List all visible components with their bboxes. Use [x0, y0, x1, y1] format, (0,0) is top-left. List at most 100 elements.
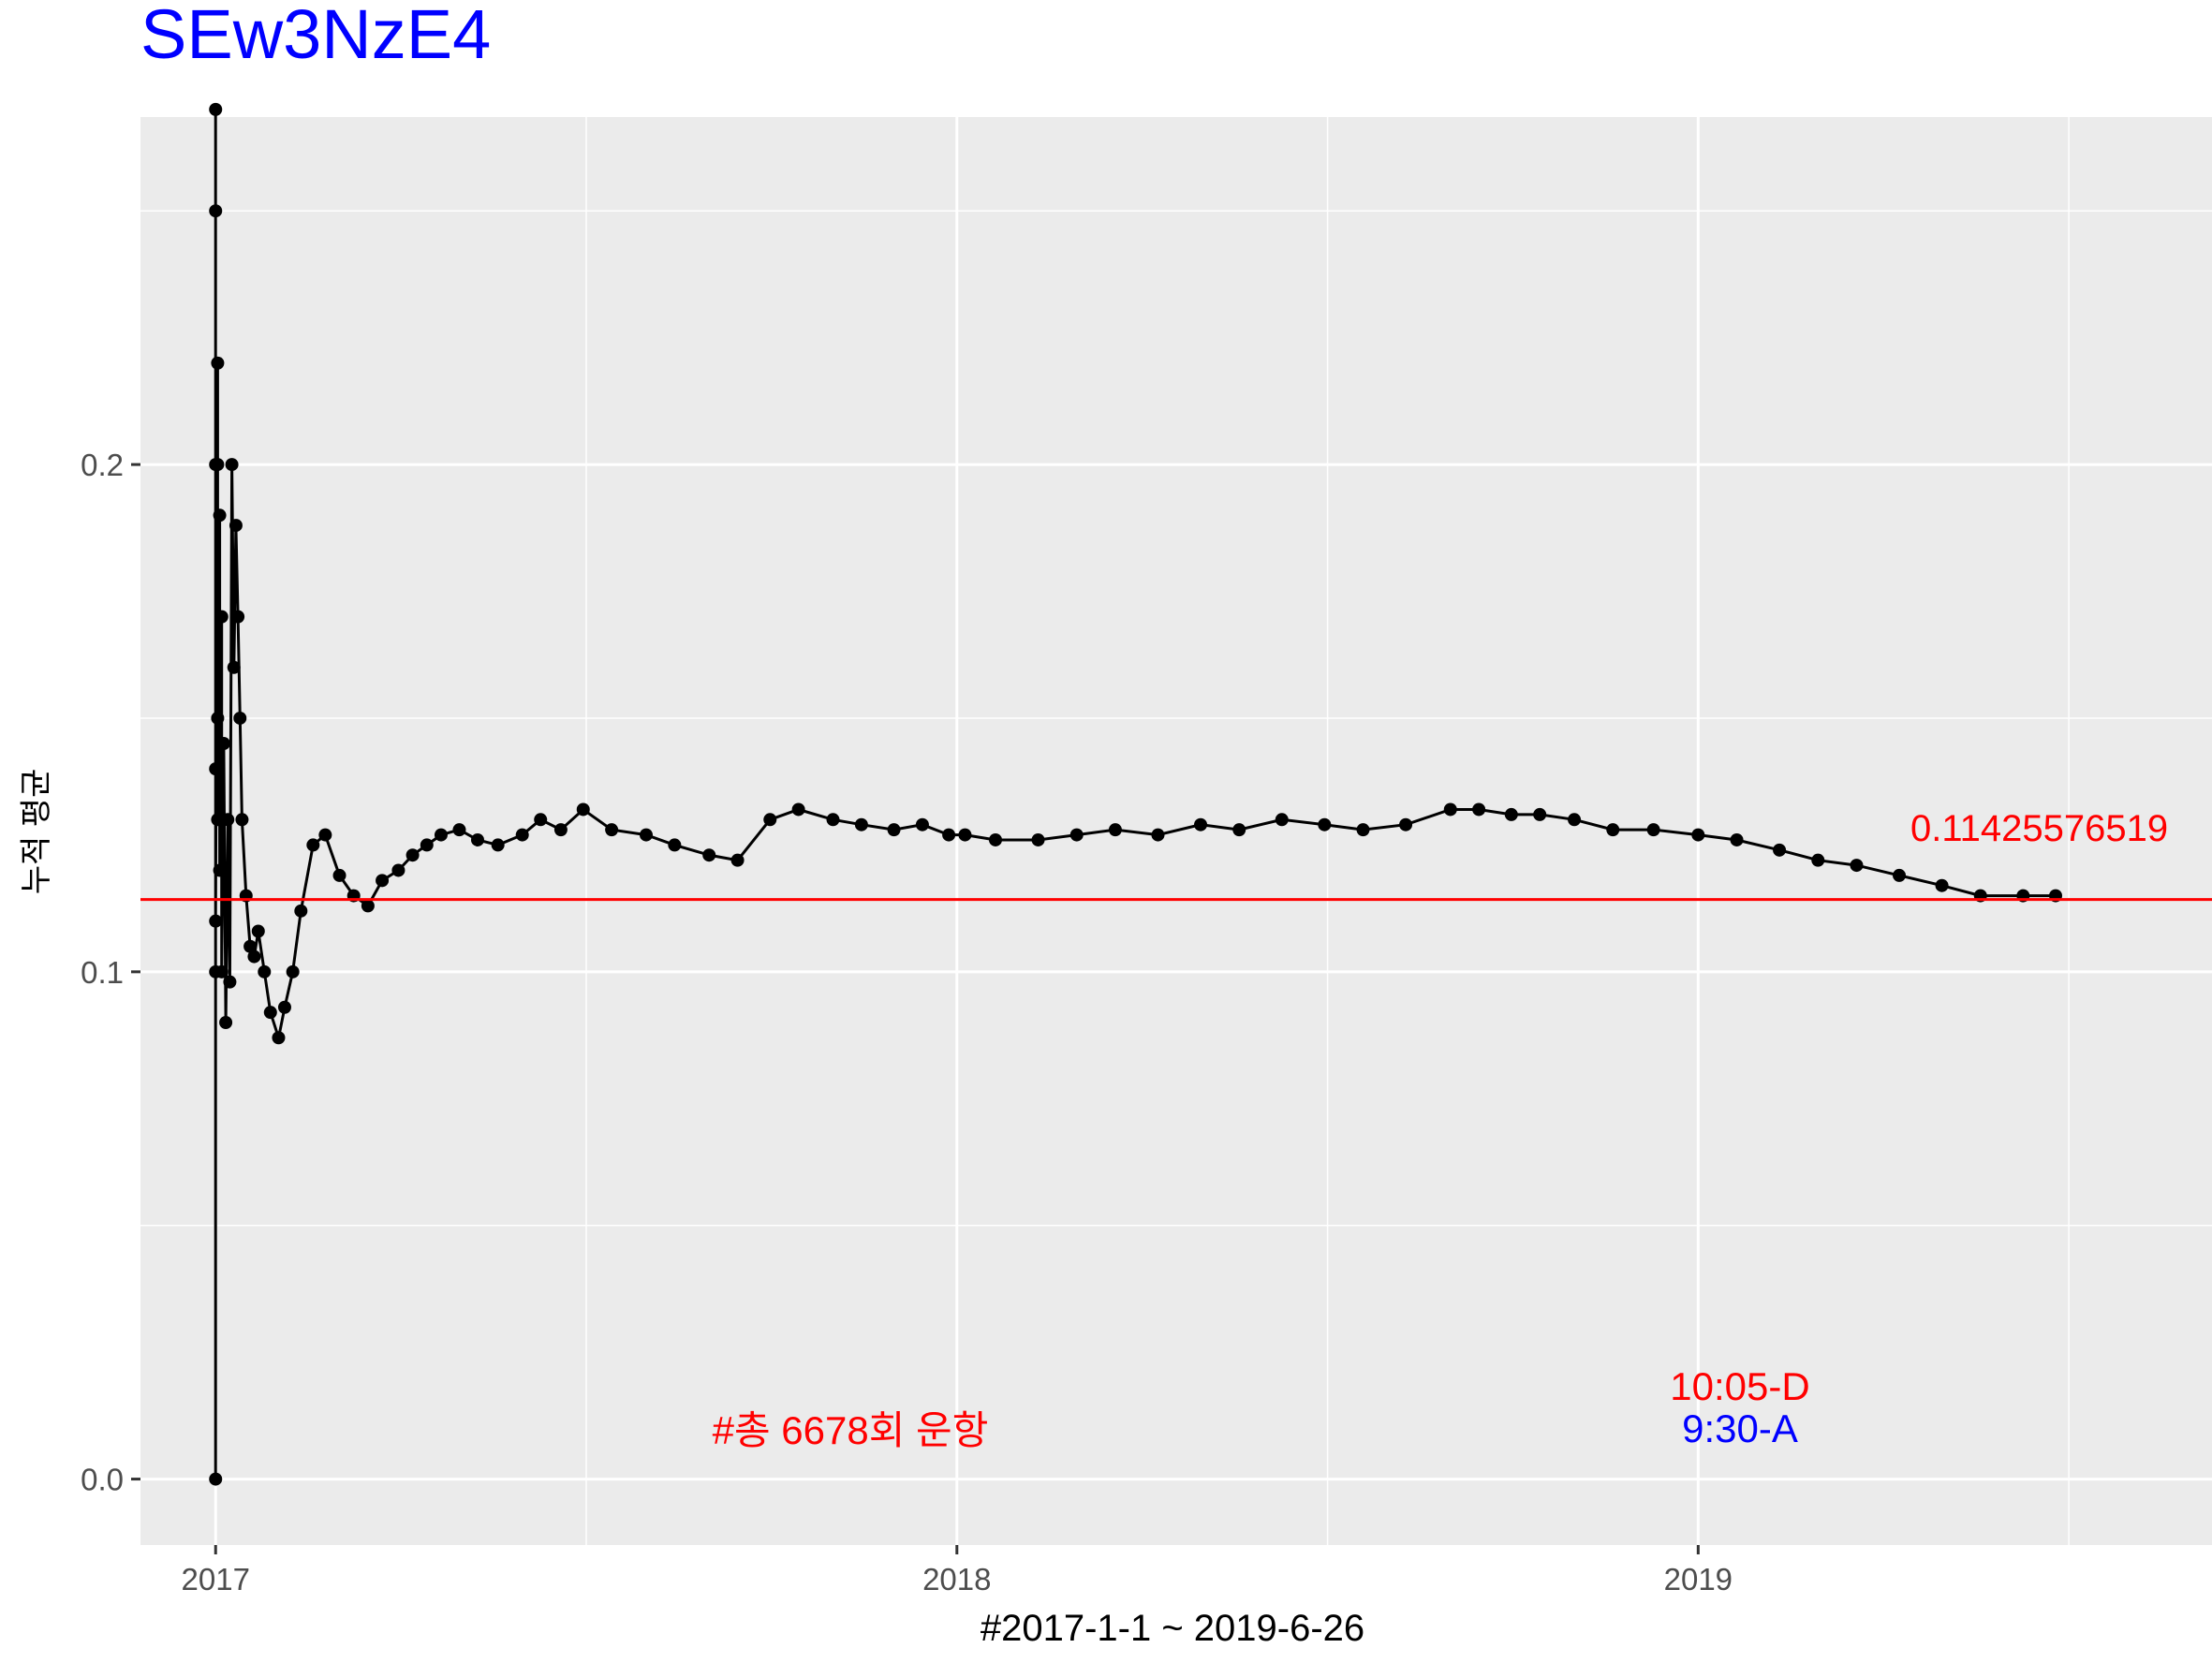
x-tick-label: 2018 — [922, 1562, 991, 1597]
data-point — [235, 813, 249, 827]
data-point — [470, 832, 484, 846]
data-point — [318, 828, 332, 842]
data-point — [247, 949, 261, 964]
series-points — [209, 102, 2063, 1486]
data-point — [1194, 817, 1208, 832]
data-point — [1275, 813, 1289, 827]
x-tick-label: 2017 — [182, 1562, 250, 1597]
data-point — [534, 813, 548, 827]
data-point — [1399, 817, 1413, 832]
reference-line-label: 0.11425576519 — [1910, 808, 2168, 849]
data-point — [243, 939, 258, 953]
data-point — [361, 899, 375, 913]
data-point — [209, 1472, 223, 1486]
data-point — [1568, 813, 1582, 827]
data-point — [227, 660, 241, 674]
data-point — [915, 817, 929, 832]
data-point — [406, 848, 420, 862]
data-point — [209, 204, 223, 218]
data-point — [219, 1016, 233, 1030]
data-point — [826, 813, 840, 827]
data-point — [1850, 859, 1864, 873]
data-point — [988, 832, 1002, 846]
data-point — [213, 508, 227, 522]
x-axis: 2017 2018 2019 — [182, 1545, 1733, 1597]
data-point — [1472, 802, 1486, 817]
data-point — [225, 458, 239, 472]
data-point — [213, 863, 227, 877]
data-point — [668, 838, 682, 852]
data-point — [1811, 853, 1825, 867]
data-point — [576, 802, 590, 817]
data-point — [702, 848, 716, 862]
data-point — [1318, 817, 1332, 832]
data-point — [211, 813, 225, 827]
data-point — [420, 838, 434, 852]
y-axis: 0.0 0.1 0.2 — [81, 448, 140, 1497]
data-point — [452, 823, 466, 837]
data-point — [272, 1031, 286, 1045]
data-point — [214, 964, 229, 979]
data-point — [1533, 807, 1547, 821]
data-point — [306, 838, 320, 852]
route-a-annotation: 9:30-A — [1682, 1406, 1798, 1450]
data-point — [223, 975, 237, 989]
data-point — [1730, 832, 1744, 846]
data-point — [553, 823, 568, 837]
data-point — [211, 356, 225, 370]
data-point — [791, 802, 805, 817]
y-axis-label: 누적 평균 — [19, 769, 54, 895]
data-point — [1356, 823, 1370, 837]
data-point — [258, 964, 272, 979]
data-point — [942, 828, 956, 842]
x-tick-label: 2019 — [1664, 1562, 1733, 1597]
data-point — [887, 823, 901, 837]
data-point — [1691, 828, 1705, 842]
data-point — [209, 914, 223, 928]
data-point — [1108, 823, 1122, 837]
data-point — [332, 868, 347, 882]
data-point — [211, 711, 225, 725]
y-tick-label: 0.0 — [81, 1463, 124, 1497]
data-point — [263, 1006, 277, 1020]
data-point — [209, 102, 223, 116]
data-point — [221, 813, 235, 827]
data-point — [1232, 823, 1246, 837]
data-point — [231, 610, 245, 624]
data-point — [434, 828, 448, 842]
data-point — [211, 458, 225, 472]
data-point — [763, 813, 777, 827]
data-point — [958, 828, 972, 842]
data-point — [376, 874, 390, 888]
data-point — [1935, 878, 1949, 892]
data-point — [854, 817, 868, 832]
data-point — [605, 823, 619, 837]
minor-gridlines — [140, 117, 2212, 1545]
data-point — [1773, 843, 1787, 857]
data-point — [515, 828, 529, 842]
data-point — [730, 853, 745, 867]
data-point — [1504, 807, 1518, 821]
data-point — [1606, 823, 1620, 837]
data-point — [229, 519, 243, 533]
chart-title: SEw3NzE4 — [140, 0, 491, 73]
data-point — [1893, 868, 1907, 882]
data-point — [639, 828, 653, 842]
data-point — [1151, 828, 1165, 842]
data-point — [1443, 802, 1457, 817]
data-point — [491, 838, 505, 852]
data-point — [251, 924, 265, 938]
route-d-annotation: 10:05-D — [1670, 1364, 1809, 1408]
data-point — [277, 1000, 291, 1014]
data-point — [1069, 828, 1084, 842]
data-point — [209, 762, 223, 776]
data-point — [214, 610, 229, 624]
data-point — [1031, 832, 1045, 846]
series-layer — [209, 102, 2063, 1486]
data-point — [1646, 823, 1660, 837]
data-point — [294, 904, 308, 918]
total-runs-annotation: #총 6678회 운항 — [713, 1408, 989, 1452]
data-point — [216, 737, 230, 751]
